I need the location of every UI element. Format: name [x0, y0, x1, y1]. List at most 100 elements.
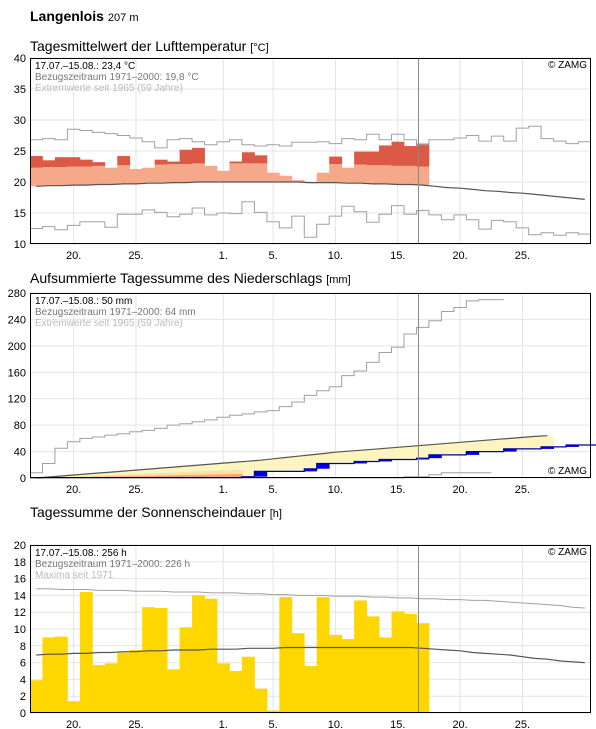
temp-anomaly-bar [341, 167, 355, 184]
temp-anomaly-bar [142, 167, 156, 184]
x-tick-label: 25. [128, 250, 143, 262]
y-tick-label: 12 [14, 607, 26, 619]
temp-anomaly-bar [391, 141, 405, 166]
temp-anomaly-bar [329, 156, 343, 165]
precip-increment-bar [354, 461, 367, 464]
x-tick-label: 20. [452, 484, 467, 496]
sunshine-bar [204, 598, 218, 713]
precip-deficit-area [241, 461, 255, 477]
x-tick-label: 20. [66, 250, 81, 262]
precip-deficit-area [316, 453, 330, 464]
y-tick-label: 200 [8, 341, 26, 353]
y-tick-label: 30 [14, 115, 26, 127]
sunshine-bar [154, 608, 168, 713]
precip-deficit-area [391, 447, 405, 460]
temp-anomaly-bar [67, 166, 81, 186]
x-tick-label: 15. [390, 719, 405, 729]
sunshine-bar [391, 611, 405, 713]
sunshine-bar [117, 652, 131, 713]
temp-anomaly-bar [366, 165, 380, 184]
climate-mean-line [36, 435, 548, 479]
precip-deficit-area [304, 454, 318, 469]
info-line: 17.07.–15.08.: 256 h [35, 548, 127, 559]
precip-increment-bar [254, 471, 268, 477]
sunshine-bar [92, 665, 106, 713]
precip-increment-bar [466, 451, 480, 455]
precip-deficit-area [478, 440, 492, 452]
temp-anomaly-bar [241, 152, 255, 164]
y-tick-label: 160 [8, 367, 26, 379]
precip-deficit-area [142, 469, 156, 478]
max-line [30, 125, 591, 149]
temp-anomaly-bar [279, 175, 293, 182]
temp-anomaly-bar [92, 165, 106, 185]
temp-anomaly-bar [129, 168, 143, 184]
y-tick-label: 80 [14, 420, 26, 432]
temp-anomaly-bar [404, 165, 417, 185]
sunshine-bar [266, 710, 280, 713]
precip-very-low-area [167, 475, 180, 478]
y-tick-label: 10 [14, 239, 26, 251]
sunshine-bar [167, 669, 180, 713]
y-tick-label: 2 [20, 691, 26, 703]
temp-anomaly-bar [92, 162, 106, 166]
precip-deficit-area [441, 443, 455, 455]
temp-anomaly-bar [379, 165, 392, 184]
temp-anomaly-bar [79, 159, 93, 167]
precip-deficit-area [341, 451, 355, 464]
sunshine-bar [416, 623, 430, 713]
temp-anomaly-bar [254, 163, 268, 182]
sunshine-bar [354, 600, 367, 713]
info-line: Bezugszeitraum 1971–2000: 64 mm [35, 307, 196, 318]
y-tick-label: 8 [20, 641, 26, 653]
station-header: Langenlois 207 m [30, 8, 138, 24]
precip-increment-bar [503, 448, 517, 452]
precip-deficit-area [528, 436, 542, 449]
y-tick-label: 35 [14, 84, 26, 96]
temperature-panel-title: Tagesmittelwert der Lufttemperatur [°C] [30, 38, 269, 54]
sunshine-bar [30, 680, 43, 713]
info-line: 17.07.–15.08.: 50 mm [35, 296, 132, 307]
temp-anomaly-bar [404, 146, 417, 166]
temp-anomaly-bar [30, 155, 43, 168]
y-tick-label: 6 [20, 658, 26, 670]
temp-anomaly-bar [54, 167, 68, 186]
plot-frame [30, 58, 591, 244]
precip-deficit-area [291, 456, 305, 472]
temp-anomaly-bar [154, 164, 168, 184]
plot-frame [30, 545, 591, 713]
x-tick-label: 15. [390, 250, 405, 262]
precip-deficit-area [453, 442, 467, 455]
precip-deficit-area [428, 444, 442, 455]
y-tick-label: 16 [14, 574, 26, 586]
temp-anomaly-bar [291, 180, 305, 182]
precip-deficit-area [329, 452, 343, 464]
precip-deficit-area [254, 460, 268, 472]
precip-deficit-area [279, 457, 293, 472]
precip-increment-bar [304, 468, 318, 472]
x-tick-label: 10. [328, 484, 343, 496]
min-line [30, 201, 591, 238]
temp-anomaly-bar [192, 147, 205, 164]
sunshine-bar [217, 663, 230, 713]
info-line: Bezugszeitraum 1971–2000: 19,8 °C [35, 72, 199, 83]
temp-anomaly-bar [354, 164, 367, 184]
x-tick-label: 10. [328, 719, 343, 729]
sunshine-bar [104, 663, 118, 713]
precip-deficit-area [379, 448, 392, 460]
temp-anomaly-bar [391, 165, 405, 185]
x-tick-label: 25. [128, 484, 143, 496]
copyright-label: © ZAMG [548, 547, 587, 558]
temp-anomaly-bar [204, 165, 218, 182]
precip-deficit-area [366, 449, 380, 462]
temp-anomaly-bar [229, 163, 243, 182]
precip-very-low-area [154, 475, 168, 478]
x-tick-label: 5. [269, 719, 278, 729]
temp-anomaly-bar [329, 164, 343, 183]
precip-deficit-area [354, 450, 367, 462]
precip-very-low-area [142, 475, 156, 478]
temp-anomaly-bar [266, 172, 280, 182]
sunshine-bar [379, 637, 392, 713]
temp-anomaly-bar [42, 167, 56, 186]
y-tick-label: 0 [20, 708, 26, 720]
